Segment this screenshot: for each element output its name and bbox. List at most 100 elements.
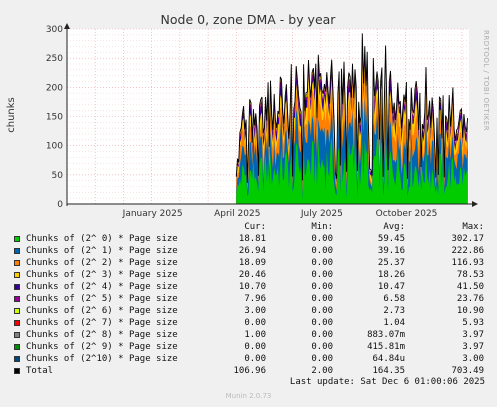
x-axis-arrow: [472, 201, 478, 207]
legend-cur-value: 3.00: [244, 306, 266, 316]
legend-avg-value: 415.81m: [367, 342, 405, 352]
legend-swatch: [14, 356, 20, 362]
legend-avg-value: 1.04: [383, 318, 405, 328]
legend-label: Chunks of (2^ 8) * Page size: [26, 330, 178, 340]
area-0: [236, 136, 468, 204]
legend-row: Chunks of (2^ 6) * Page size 3.00 0.00 2.73…: [0, 305, 497, 317]
chart-area: Node 0, zone DMA - by year chunks RRDTOO…: [6, 12, 490, 219]
legend-avg-value: 64.84u: [372, 354, 405, 364]
legend-swatch: [14, 236, 20, 242]
stacked-areas: [235, 33, 469, 205]
legend-avg-value: 18.26: [377, 270, 405, 280]
legend-avg-value: 59.45: [377, 234, 405, 244]
legend-max-value: 703.49: [451, 366, 484, 376]
legend-min-value: 0.00: [311, 330, 333, 340]
rrdtool-credit: RRDTOOL / TOBI OETIKER: [482, 30, 490, 131]
cur-header: Cur:: [244, 222, 266, 232]
legend-row: Chunks of (2^ 5) * Page size 7.96 0.00 6.58…: [0, 293, 497, 305]
legend-label: Chunks of (2^ 4) * Page size: [26, 282, 178, 292]
legend-swatch: [14, 248, 20, 254]
legend-max-value: 116.93: [451, 258, 484, 268]
y-tick-label: 0: [57, 200, 63, 210]
legend-avg-value: 25.37: [377, 258, 405, 268]
legend-min-value: 0.00: [311, 270, 333, 280]
min-header: Min:: [311, 222, 333, 232]
legend-cur-value: 7.96: [244, 294, 266, 304]
legend-label: Chunks of (2^ 7) * Page size: [26, 318, 178, 328]
legend-min-value: 0.00: [311, 306, 333, 316]
legend-cur-value: 0.00: [244, 354, 266, 364]
legend-label: Total: [26, 366, 54, 376]
x-tick-label: April 2025: [214, 209, 260, 219]
legend-swatch: [14, 284, 20, 290]
legend-min-value: 0.00: [311, 342, 333, 352]
legend-cur-value: 0.00: [244, 342, 266, 352]
legend-max-value: 3.00: [462, 354, 484, 364]
legend-swatch: [14, 308, 20, 314]
legend-row: Chunks of (2^10) * Page size 0.00 0.00 64.8…: [0, 353, 497, 365]
legend-label: Chunks of (2^10) * Page size: [26, 354, 178, 364]
legend-row: Chunks of (2^ 2) * Page size 18.09 0.00 25.…: [0, 257, 497, 269]
total-line: [235, 33, 469, 184]
legend-max-value: 222.86: [451, 246, 484, 256]
legend-cur-value: 26.94: [238, 246, 266, 256]
legend-rows: Chunks of (2^ 0) * Page size 18.81 0.00 59.…: [0, 233, 497, 377]
legend-min-value: 0.00: [311, 234, 333, 244]
legend-cur-value: 20.46: [238, 270, 266, 280]
legend-header: Cur: Min: Avg: Max:: [0, 221, 497, 233]
y-tick-label: 250: [46, 54, 63, 64]
legend-min-value: 0.00: [311, 294, 333, 304]
legend-label: Chunks of (2^ 9) * Page size: [26, 342, 178, 352]
legend-row: Chunks of (2^ 1) * Page size 26.94 0.00 39.…: [0, 245, 497, 257]
max-header: Max:: [462, 222, 484, 232]
legend-label: Chunks of (2^ 0) * Page size: [26, 234, 178, 244]
y-tick-label: 300: [46, 25, 63, 35]
y-tick-label: 100: [46, 142, 63, 152]
legend-max-value: 78.53: [456, 270, 484, 280]
legend-max-value: 10.90: [456, 306, 484, 316]
legend-avg-value: 39.16: [377, 246, 405, 256]
legend-max-value: 3.97: [462, 330, 484, 340]
legend-min-value: 0.00: [311, 318, 333, 328]
tick-labels: 0 50 100 150 200 250 300 January 2025 April 2025…: [46, 25, 438, 219]
legend-swatch: [14, 368, 20, 374]
legend-row: Chunks of (2^ 8) * Page size 1.00 0.00 883.…: [0, 329, 497, 341]
legend-row: Chunks of (2^ 7) * Page size 0.00 0.00 1.04…: [0, 317, 497, 329]
legend-max-value: 23.76: [456, 294, 484, 304]
legend-max-value: 302.17: [451, 234, 484, 244]
x-tick-label: July 2025: [300, 209, 343, 219]
legend-avg-value: 2.73: [383, 306, 405, 316]
y-tick-label: 200: [46, 83, 63, 93]
y-axis-label: chunks: [6, 97, 17, 133]
legend-min-value: 2.00: [311, 366, 333, 376]
chart-title: Node 0, zone DMA - by year: [161, 12, 337, 27]
legend-min-value: 0.00: [311, 354, 333, 364]
legend-row: Chunks of (2^ 3) * Page size 20.46 0.00 18.…: [0, 269, 497, 281]
y-axis-arrow: [64, 23, 70, 29]
legend-cur-value: 0.00: [244, 318, 266, 328]
legend-min-value: 0.00: [311, 282, 333, 292]
legend-cur-value: 18.09: [238, 258, 266, 268]
legend-swatch: [14, 272, 20, 278]
legend-swatch: [14, 296, 20, 302]
legend: Cur: Min: Avg: Max: Chunks of (2^ 0) * P…: [0, 221, 497, 377]
legend-row: Chunks of (2^ 4) * Page size 10.70 0.00 10.…: [0, 281, 497, 293]
y-tick-label: 150: [46, 113, 63, 123]
munin-version: Munin 2.0.73: [225, 392, 272, 400]
legend-max-value: 5.93: [462, 318, 484, 328]
x-tick-label: January 2025: [122, 209, 183, 219]
legend-cur-value: 18.81: [238, 234, 266, 244]
legend-row: Chunks of (2^ 0) * Page size 18.81 0.00 59.…: [0, 233, 497, 245]
legend-cur-value: 10.70: [238, 282, 266, 292]
legend-avg-value: 883.07m: [367, 330, 405, 340]
legend-label: Chunks of (2^ 1) * Page size: [26, 246, 178, 256]
legend-cur-value: 1.00: [244, 330, 266, 340]
y-tick-label: 50: [52, 171, 64, 181]
legend-label: Chunks of (2^ 5) * Page size: [26, 294, 178, 304]
legend-avg-value: 164.35: [372, 366, 405, 376]
legend-avg-value: 10.47: [377, 282, 405, 292]
legend-swatch: [14, 344, 20, 350]
legend-min-value: 0.00: [311, 258, 333, 268]
legend-min-value: 0.00: [311, 246, 333, 256]
legend-max-value: 3.97: [462, 342, 484, 352]
